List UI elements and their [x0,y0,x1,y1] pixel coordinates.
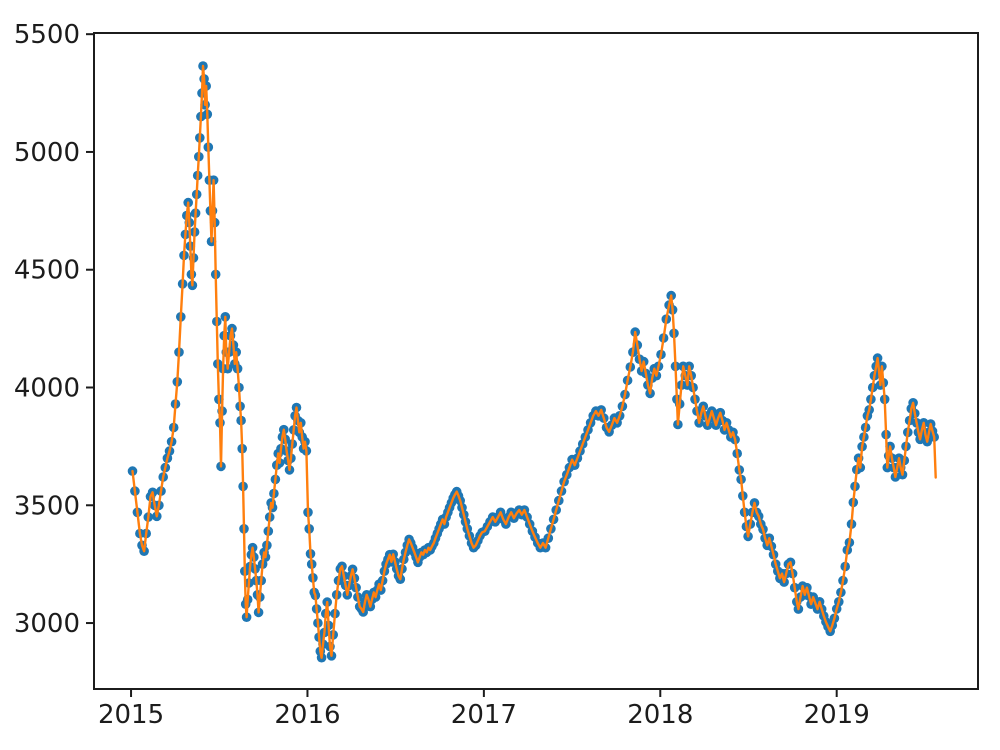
y-tick-label: 5000 [14,138,80,168]
y-tick-label: 3000 [14,609,80,639]
y-tick-label: 4000 [14,373,80,403]
plot-frame [93,32,979,690]
x-tick-label: 2016 [274,700,340,730]
y-tick-label: 3500 [14,491,80,521]
series-line [131,64,937,659]
y-tick-label: 5500 [14,20,80,50]
x-tick-label: 2018 [627,700,693,730]
y-ticks: 3000 3500 4000 4500 5000 5500 [14,20,94,639]
x-ticks: 2015 2016 2017 2018 2019 [98,689,870,730]
x-tick-label: 2017 [451,700,517,730]
x-tick-label: 2019 [804,700,870,730]
x-tick-label: 2015 [98,700,164,730]
y-tick-label: 4500 [14,256,80,286]
